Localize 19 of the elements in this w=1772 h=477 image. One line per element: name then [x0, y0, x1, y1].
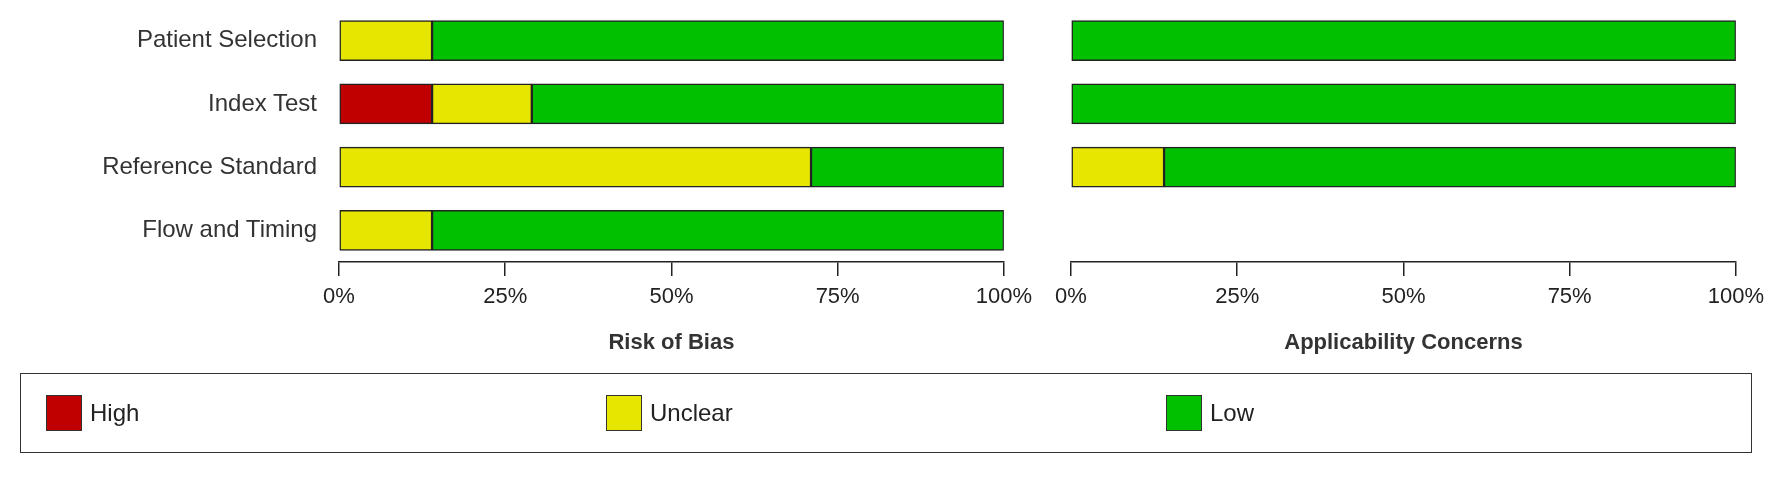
- legend-label: Low: [1210, 399, 1255, 427]
- x-tick-label: 100%: [975, 283, 1033, 309]
- x-axis-title: Risk of Bias: [608, 328, 735, 354]
- x-tick-label: 50%: [649, 283, 694, 309]
- y-tick-label: Reference Standard: [102, 151, 317, 179]
- legend-label: Unclear: [650, 399, 733, 427]
- y-tick-label: Patient Selection: [136, 25, 317, 53]
- x-tick-label: 100%: [1707, 283, 1765, 309]
- x-tick-label: 75%: [815, 283, 860, 309]
- x-tick-label: 0%: [1055, 283, 1087, 309]
- y-tick-label: Flow and Timing: [142, 215, 317, 242]
- x-tick-label: 75%: [1547, 283, 1592, 309]
- x-tick-label: 25%: [483, 283, 528, 309]
- x-tick-label: 50%: [1381, 283, 1426, 309]
- x-axis-title: Applicability Concerns: [1284, 328, 1523, 354]
- legend-label: High: [90, 399, 140, 427]
- x-tick-label: 25%: [1215, 283, 1260, 309]
- x-tick-label: 0%: [323, 283, 355, 309]
- y-tick-label: Index Test: [208, 88, 318, 116]
